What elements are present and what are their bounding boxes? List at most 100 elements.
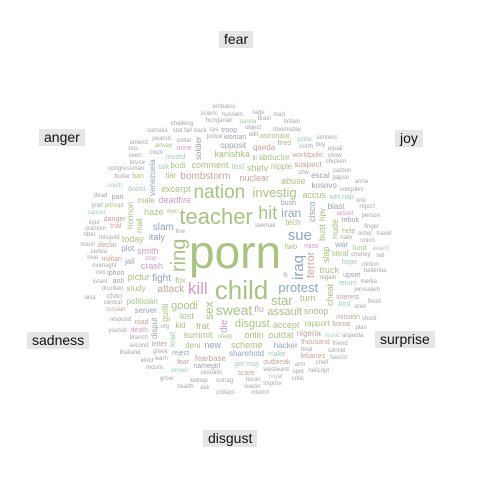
- cloud-word: bust: [317, 224, 327, 242]
- cloud-word: record: [165, 154, 186, 162]
- cloud-word: truck: [319, 265, 339, 276]
- cloud-word: greek: [152, 348, 168, 355]
- cloud-word: summit: [183, 330, 213, 341]
- cloud-word: misguid: [98, 234, 120, 241]
- cloud-word: youtub: [108, 328, 127, 335]
- cloud-word: collaps: [216, 389, 235, 396]
- cloud-word: fli: [283, 273, 288, 280]
- cloud-word: branch: [129, 335, 148, 342]
- cloud-word: accus: [302, 189, 326, 200]
- cloud-word: soldier: [194, 136, 204, 161]
- cloud-word: onlin: [244, 329, 264, 340]
- cloud-word: nuclear: [239, 172, 270, 183]
- cloud-word: namegirl: [193, 363, 221, 371]
- cloud-word: chicken: [325, 159, 347, 166]
- cloud-word: union: [360, 237, 375, 244]
- cloud-word: fli: [252, 155, 257, 162]
- cloud-word: mourn: [146, 364, 164, 371]
- cloud-word: fan back: [184, 127, 207, 134]
- cloud-word: peanut: [152, 136, 171, 143]
- cloud-word: north: [299, 144, 313, 151]
- cloud-word: clinton: [361, 262, 379, 269]
- cloud-word: death: [130, 326, 149, 334]
- cloud-word: iran: [281, 206, 302, 221]
- cloud-word: lebanes: [300, 352, 326, 360]
- cloud-word: nude: [330, 219, 341, 240]
- cloud-word: second: [129, 343, 149, 350]
- cloud-word: object: [245, 124, 262, 131]
- cloud-word: congressman: [108, 165, 145, 172]
- cloud-word: new: [204, 340, 221, 351]
- cloud-word: nato: [340, 235, 352, 242]
- cloud-word: anti: [112, 278, 124, 286]
- cloud-word: helicopt: [308, 368, 330, 375]
- cloud-word: turn: [300, 293, 316, 304]
- cloud-word: nipple: [270, 162, 293, 172]
- cloud-word: deadfire: [158, 194, 192, 205]
- cloud-word: grow: [159, 376, 173, 383]
- cloud-word: thailand: [119, 349, 141, 356]
- cloud-word: anna: [354, 179, 369, 186]
- emotion-label-fear: fear: [219, 31, 254, 49]
- cloud-word: kill: [187, 278, 208, 298]
- cloud-word: kosovo: [311, 180, 337, 190]
- cloud-word: excerpt: [161, 184, 191, 195]
- emotion-label-anger: anger: [39, 129, 85, 147]
- cloud-word: iraq: [289, 254, 307, 280]
- cloud-word: butter: [114, 174, 131, 181]
- cloud-word: fox: [175, 275, 186, 285]
- cloud-word: set: [376, 252, 385, 259]
- cloud-word: award: [372, 245, 389, 252]
- cloud-word: police: [206, 134, 223, 141]
- cloud-word: panda: [239, 118, 257, 125]
- cloud-word: hungarian: [205, 117, 233, 124]
- cloud-word: critic: [291, 376, 305, 383]
- cloud-word: seen: [128, 152, 142, 159]
- cloud-word: one: [355, 197, 366, 204]
- cloud-word: woman: [223, 133, 247, 141]
- cloud-word: troop: [221, 126, 238, 134]
- cloud-word: hormon: [126, 201, 136, 229]
- cloud-word: uranium: [84, 225, 107, 232]
- cloud-word: interest: [336, 293, 360, 301]
- cloud-word: dead: [94, 193, 108, 200]
- cloud-word: mad: [273, 112, 285, 119]
- cloud-word: travel: [376, 231, 392, 238]
- cloud-word: study: [126, 284, 146, 294]
- cloud-word: bodi: [170, 160, 186, 170]
- cloud-word: frat: [196, 321, 210, 332]
- cloud-word: venezuela: [147, 159, 157, 196]
- cloud-word: somalia: [146, 128, 168, 135]
- cloud-word: sue: [287, 226, 312, 244]
- cloud-word: scienc: [200, 111, 218, 118]
- cloud-word: ceo: [96, 270, 106, 277]
- cloud-word: militari: [101, 255, 122, 263]
- cloud-word: arm: [294, 361, 306, 368]
- cloud-word: love: [87, 255, 99, 262]
- cloud-word: today: [121, 233, 144, 244]
- cloud-word: challeng: [170, 121, 194, 128]
- cloud-word: politician: [126, 296, 158, 306]
- cloud-word: injur: [88, 219, 101, 226]
- cloud-word: snoop: [303, 305, 329, 316]
- emotion-label-joy: joy: [395, 130, 423, 148]
- cloud-word: mash: [80, 241, 96, 248]
- cloud-word: kidnap: [190, 377, 208, 384]
- cloud-word: crash: [140, 261, 163, 272]
- cloud-word: respond: [109, 317, 132, 324]
- cloud-word: cheat: [325, 283, 336, 306]
- cloud-word: fired: [277, 139, 292, 147]
- cloud-word: cisco: [306, 201, 317, 223]
- cloud-word: airway: [154, 143, 172, 150]
- cloud-word: israel: [92, 278, 108, 285]
- cloud-word: bus: [128, 146, 139, 153]
- cloud-word: slam: [152, 221, 174, 233]
- emotion-label-disgust: disgust: [203, 430, 258, 448]
- cloud-word: road: [134, 318, 149, 326]
- cloud-word: bruce: [129, 159, 145, 166]
- cloud-word: ballerina: [363, 268, 387, 275]
- cloud-word: sys: [209, 127, 219, 134]
- cloud-word: scare: [237, 369, 255, 377]
- cloud-word: teacher: [179, 204, 253, 230]
- cloud-word: investig: [252, 185, 297, 201]
